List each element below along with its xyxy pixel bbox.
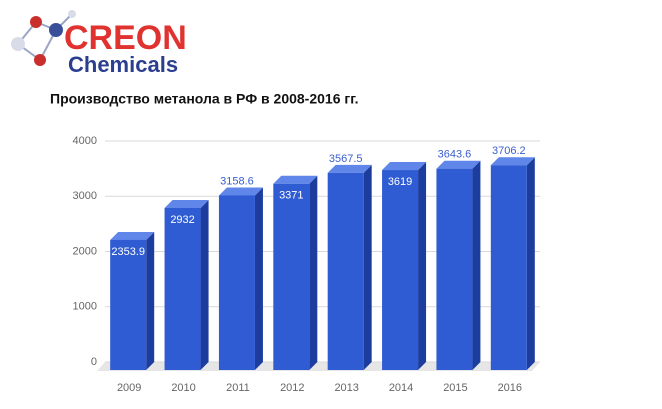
bar	[382, 170, 419, 370]
data-label: 2932	[170, 214, 194, 226]
logo-name: CREON	[64, 19, 187, 57]
data-label: 3643.6	[438, 149, 472, 161]
bar-side	[418, 162, 427, 370]
logo-tagline: Chemicals	[68, 52, 178, 77]
bar-side	[309, 175, 318, 370]
floor	[97, 362, 540, 371]
bar-side	[363, 164, 372, 370]
bar-side	[146, 231, 155, 370]
logo-icon	[11, 10, 76, 66]
bar-side	[526, 157, 535, 370]
bar	[110, 239, 147, 370]
bar-side	[254, 187, 263, 370]
bar-top	[490, 157, 535, 166]
x-tick-label: 2014	[389, 382, 413, 394]
bar-side	[472, 160, 481, 370]
bar-top	[382, 162, 427, 171]
y-tick-label: 4000	[73, 135, 97, 147]
bar-top	[273, 175, 318, 184]
x-tick-label: 2009	[117, 382, 141, 394]
bar	[436, 168, 473, 370]
bar	[490, 165, 527, 370]
bar	[327, 172, 364, 370]
bar-top	[327, 164, 372, 173]
bar-top	[218, 187, 263, 196]
x-tick-label: 2011	[226, 382, 250, 394]
y-tick-label: 1000	[73, 301, 97, 313]
data-label: 3567.5	[329, 153, 363, 165]
bar-top	[436, 160, 481, 169]
x-tick-label: 2015	[443, 382, 467, 394]
data-label: 3371	[279, 190, 303, 202]
y-tick-label: 3000	[73, 190, 97, 202]
y-tick-label: 0	[91, 356, 97, 368]
x-tick-label: 2012	[280, 382, 304, 394]
x-tick-label: 2010	[171, 382, 195, 394]
data-label: 3158.6	[220, 175, 254, 187]
bar-top	[164, 200, 209, 209]
x-tick-label: 2013	[334, 382, 358, 394]
data-label: 3706.2	[492, 145, 526, 157]
bar-side	[200, 200, 209, 370]
bar	[273, 183, 310, 370]
y-tick-label: 2000	[73, 245, 97, 257]
bar	[218, 195, 255, 370]
bar-top	[110, 231, 155, 240]
data-label: 3619	[388, 176, 412, 188]
chart-title: Производство метанола в РФ в 2008-2016 г…	[50, 91, 359, 107]
bar	[164, 208, 201, 370]
x-tick-label: 2016	[498, 382, 522, 394]
data-label: 2353.9	[111, 246, 145, 258]
